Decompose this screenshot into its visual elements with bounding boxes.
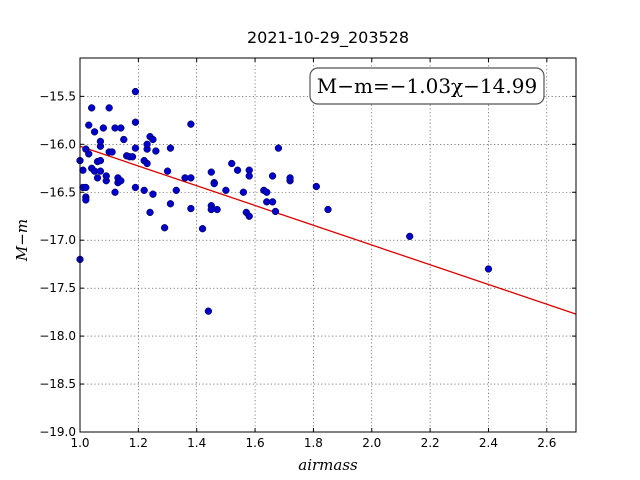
- y-tick-label: −17.5: [39, 281, 76, 295]
- data-point: [140, 186, 148, 194]
- data-point: [210, 179, 218, 188]
- data-point: [108, 148, 116, 156]
- data-point: [222, 186, 230, 194]
- data-point: [105, 104, 113, 112]
- x-tick-label: 1.0: [70, 436, 89, 450]
- data-point: [93, 174, 102, 182]
- y-tick-label: −18.5: [39, 377, 76, 391]
- data-point: [131, 183, 140, 192]
- data-point: [268, 198, 277, 206]
- x-tick-label: 2.4: [479, 436, 498, 450]
- data-point: [245, 172, 253, 180]
- x-tick-label: 1.2: [129, 436, 148, 450]
- data-point: [274, 144, 283, 152]
- data-point: [163, 167, 172, 175]
- data-point: [187, 204, 195, 213]
- data-point: [88, 104, 96, 112]
- annotation-box: [309, 67, 545, 105]
- y-tick-label: −18.0: [39, 329, 76, 343]
- data-point: [187, 120, 195, 128]
- data-point: [160, 224, 169, 232]
- y-tick-labels: −15.5 −16.0 −16.5 −17.0 −17.5 −18.0 −18.5 −19.0: [39, 89, 76, 439]
- data-point: [204, 307, 213, 315]
- y-tick-label: −19.0: [39, 425, 76, 439]
- data-point: [263, 188, 271, 196]
- data-point: [149, 190, 157, 198]
- data-point: [128, 153, 137, 161]
- plot-frame: [79, 57, 577, 433]
- fit-line: [79, 145, 577, 315]
- x-tick-label: 1.6: [246, 436, 265, 450]
- x-tick-labels: 1.0 1.2 1.4 1.6 1.8 2.0 2.2 2.4 2.6: [70, 436, 556, 450]
- data-point: [120, 135, 128, 144]
- data-point: [152, 147, 160, 155]
- data-point: [90, 128, 99, 136]
- data-point: [82, 183, 90, 192]
- data-point: [324, 205, 332, 214]
- tick-marks: [79, 58, 576, 433]
- data-point: [79, 166, 87, 174]
- x-tick-label: 2.6: [537, 436, 556, 450]
- data-point: [131, 144, 140, 152]
- fit-annotation: M−m=−1.03χ−14.99: [309, 67, 545, 105]
- data-point: [484, 265, 493, 273]
- data-point: [406, 232, 414, 241]
- data-point: [85, 121, 93, 129]
- data-point: [239, 188, 248, 196]
- data-point: [149, 135, 157, 144]
- plot-area: 1.0 1.2 1.4 1.6 1.8 2.0 2.2 2.4 2.6 −15.5−16.0−1…: [39, 57, 577, 450]
- data-point: [271, 207, 280, 216]
- data-point: [131, 118, 140, 126]
- data-point: [268, 172, 277, 180]
- fit-line-layer: [79, 145, 577, 315]
- data-point: [99, 124, 107, 132]
- data-point: [143, 159, 151, 168]
- data-point: [228, 159, 236, 168]
- x-axis-label: airmass: [298, 456, 358, 474]
- data-point: [166, 144, 175, 152]
- y-tick-label: −15.5: [39, 89, 76, 103]
- data-point: [96, 167, 105, 175]
- chart-title: 2021-10-29_203528: [247, 28, 409, 48]
- fit-equation: M−m=−1.03χ−14.99: [317, 74, 537, 98]
- x-tick-label: 2.2: [421, 436, 440, 450]
- data-point: [187, 174, 195, 182]
- data-point: [102, 172, 110, 180]
- data-point: [117, 177, 125, 185]
- x-tick-label: 1.4: [187, 436, 206, 450]
- data-point: [96, 137, 105, 146]
- y-tick-label: −16.5: [39, 185, 76, 199]
- data-point: [82, 196, 90, 204]
- data-point: [198, 225, 207, 233]
- data-point: [111, 188, 119, 196]
- data-points: [76, 87, 493, 315]
- data-point: [96, 156, 105, 165]
- data-point: [146, 208, 154, 217]
- data-point: [312, 182, 320, 191]
- data-point: [172, 186, 180, 194]
- data-point: [143, 140, 151, 148]
- y-tick-label: −17.0: [39, 233, 76, 247]
- data-point: [245, 212, 253, 220]
- y-axis-label: M−m: [13, 219, 31, 262]
- x-tick-label: 1.8: [304, 436, 323, 450]
- data-point: [213, 205, 221, 214]
- data-point: [286, 174, 294, 182]
- data-point: [166, 200, 175, 208]
- data-point: [117, 124, 125, 132]
- x-tick-label: 2.0: [362, 436, 381, 450]
- data-point: [233, 166, 242, 174]
- data-point: [207, 168, 215, 176]
- data-point: [85, 150, 93, 158]
- y-tick-label: −16.0: [39, 137, 76, 151]
- data-point: [131, 87, 140, 96]
